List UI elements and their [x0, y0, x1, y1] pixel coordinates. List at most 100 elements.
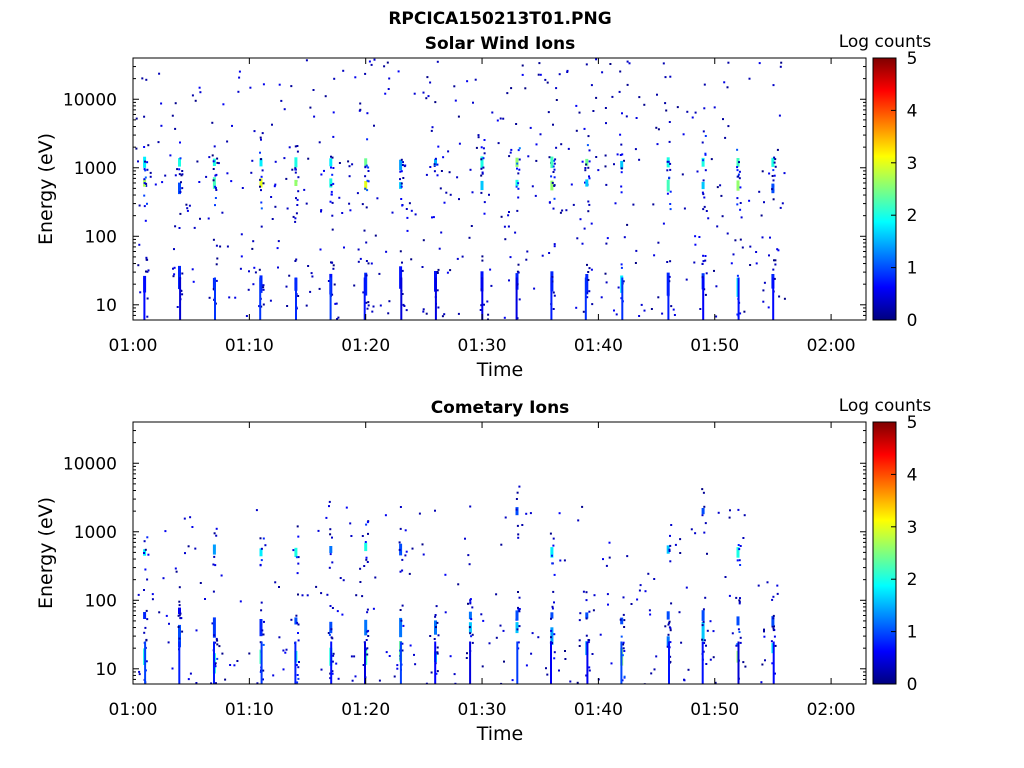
burst-pixel [143, 540, 146, 543]
noise-pixel [191, 526, 194, 528]
panel-title: Cometary Ions [431, 398, 570, 418]
noise-pixel [664, 76, 667, 79]
noise-pixel [761, 170, 764, 173]
noise-pixel [727, 125, 730, 128]
noise-pixel [763, 201, 765, 204]
noise-pixel [712, 630, 715, 633]
noise-pixel [226, 172, 229, 175]
noise-pixel [698, 236, 701, 238]
noise-pixel [705, 210, 708, 212]
noise-pixel [468, 563, 471, 566]
noise-pixel [763, 628, 765, 631]
noise-pixel [483, 152, 486, 155]
noise-pixel [762, 300, 765, 303]
noise-pixel [558, 512, 561, 515]
noise-pixel [189, 516, 192, 519]
noise-pixel [472, 101, 474, 104]
noise-pixel [538, 62, 541, 65]
noise-pixel [405, 550, 408, 553]
noise-pixel [736, 197, 739, 200]
noise-pixel [351, 163, 354, 166]
burst-pixel [212, 160, 215, 163]
noise-pixel [137, 593, 140, 596]
noise-pixel [581, 505, 584, 508]
burst-cell [329, 178, 333, 188]
low-energy-streak [516, 641, 519, 684]
burst-cell [585, 612, 589, 619]
burst-pixel [145, 256, 148, 259]
burst-pixel [436, 289, 439, 292]
noise-pixel [323, 169, 325, 172]
noise-pixel [491, 111, 494, 114]
noise-pixel [656, 93, 658, 96]
noise-pixel [146, 168, 149, 171]
burst-pixel [738, 600, 741, 603]
burst-pixel [550, 175, 553, 178]
burst-pixel [622, 613, 625, 616]
noise-pixel [546, 81, 549, 84]
noise-pixel [422, 239, 425, 242]
noise-pixel [724, 136, 727, 139]
noise-pixel [373, 124, 375, 127]
noise-pixel [558, 73, 561, 76]
burst-pixel [518, 610, 521, 613]
noise-pixel [286, 207, 289, 210]
burst-pixel [587, 200, 590, 203]
burst-pixel [178, 604, 181, 607]
noise-pixel [434, 101, 437, 104]
noise-pixel [595, 156, 598, 158]
noise-pixel [778, 295, 781, 298]
noise-pixel [301, 594, 304, 597]
noise-pixel [685, 278, 688, 281]
burst-pixel [366, 608, 369, 611]
noise-pixel [445, 191, 448, 194]
burst-pixel [517, 149, 520, 152]
noise-pixel [228, 296, 231, 299]
noise-pixel [364, 72, 367, 75]
noise-pixel [207, 217, 210, 220]
burst-pixel [701, 488, 704, 491]
noise-pixel [361, 203, 364, 206]
noise-pixel [743, 310, 746, 313]
burst-pixel [773, 635, 776, 638]
burst-pixel [620, 266, 623, 269]
noise-pixel [509, 256, 512, 259]
noise-pixel [290, 618, 293, 621]
data-layer [135, 485, 779, 684]
burst-pixel [518, 608, 521, 610]
noise-pixel [694, 111, 697, 114]
burst-cell [143, 612, 147, 619]
noise-pixel [195, 682, 198, 684]
burst-cell [364, 158, 368, 167]
noise-pixel [510, 148, 513, 151]
noise-pixel [502, 117, 505, 120]
burst-pixel [400, 170, 403, 173]
burst-pixel [774, 165, 777, 168]
burst-cell [666, 545, 670, 554]
noise-pixel [188, 204, 191, 207]
burst-cell [736, 547, 740, 558]
noise-pixel [502, 629, 505, 632]
burst-pixel [738, 559, 741, 562]
noise-pixel [578, 639, 581, 642]
y-tick-label: 100 [85, 227, 117, 247]
burst-pixel [366, 647, 369, 650]
burst-pixel [367, 532, 369, 535]
noise-pixel [187, 678, 190, 681]
noise-pixel [292, 549, 295, 552]
noise-pixel [208, 156, 211, 159]
noise-pixel [359, 102, 362, 105]
noise-pixel [728, 594, 731, 597]
burst-cell [399, 159, 403, 171]
burst-pixel [400, 158, 403, 161]
noise-pixel [575, 104, 578, 107]
burst-pixel [772, 629, 775, 632]
burst-pixel [178, 173, 181, 176]
noise-pixel [294, 220, 297, 223]
noise-pixel [422, 553, 425, 556]
noise-pixel [575, 306, 578, 309]
noise-pixel [705, 663, 708, 665]
noise-pixel [601, 71, 604, 74]
burst-pixel [260, 201, 263, 204]
noise-pixel [309, 290, 312, 293]
